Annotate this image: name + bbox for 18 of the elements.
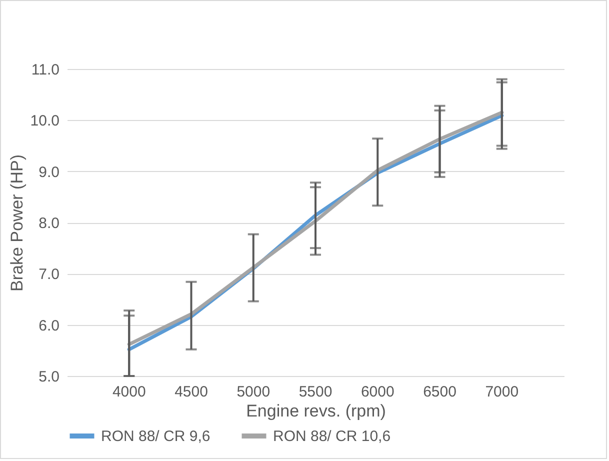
y-tick-label: 6.0: [38, 317, 60, 334]
legend-label: RON 88/ CR 9,6: [101, 428, 210, 445]
x-tick-label: 6500: [423, 384, 456, 400]
x-axis-title: Engine revs. (rpm): [246, 402, 386, 420]
x-tick-label: 5000: [236, 384, 270, 400]
y-tick-label: 11.0: [31, 62, 60, 78]
x-tick-label: 7000: [485, 384, 519, 400]
x-tick-label: 5500: [298, 384, 332, 400]
y-tick-label: 7.0: [38, 266, 60, 284]
y-tick-label: 10.0: [30, 112, 60, 130]
y-tick-label: 8.0: [38, 215, 60, 232]
y-tick-label: 9.0: [38, 164, 60, 181]
y-axis-title: Brake Power (HP): [7, 154, 26, 292]
y-tick-label: 5.0: [38, 368, 60, 386]
legend-label: RON 88/ CR 10,6: [273, 428, 391, 445]
x-tick-label: 6000: [360, 384, 394, 400]
x-tick-label: 4000: [112, 384, 146, 400]
x-tick-label: 4500: [174, 384, 208, 400]
